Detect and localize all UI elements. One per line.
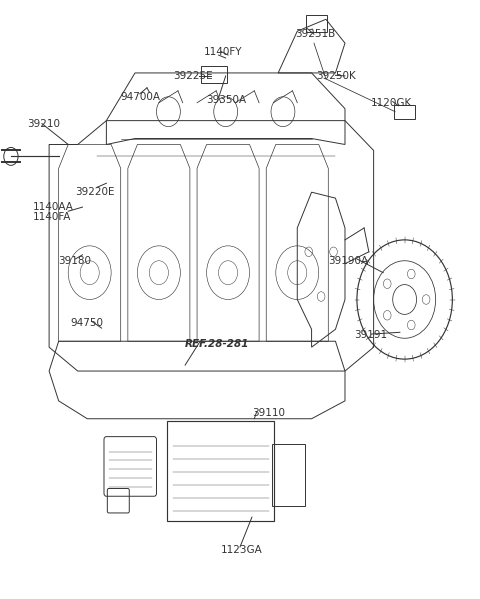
Text: 1140FY: 1140FY	[204, 47, 243, 57]
Text: 39225E: 39225E	[173, 71, 213, 81]
Text: 39190A: 39190A	[328, 256, 369, 266]
Text: 39180: 39180	[59, 256, 92, 266]
Text: 94700A: 94700A	[120, 92, 161, 102]
Text: 39220E: 39220E	[75, 187, 115, 197]
Text: 94750: 94750	[71, 318, 104, 328]
Text: 39191: 39191	[355, 330, 388, 340]
Text: 1120GK: 1120GK	[371, 98, 412, 108]
Text: 39210: 39210	[28, 119, 60, 129]
Text: 1123GA: 1123GA	[221, 545, 263, 555]
Text: 39110: 39110	[252, 408, 285, 418]
Text: 39251B: 39251B	[295, 29, 335, 39]
Text: 1140AA: 1140AA	[33, 202, 73, 212]
Text: 39350A: 39350A	[206, 95, 247, 105]
Text: 1140FA: 1140FA	[33, 212, 71, 222]
Text: REF.28-281: REF.28-281	[185, 339, 250, 349]
Text: 39250K: 39250K	[316, 71, 356, 81]
